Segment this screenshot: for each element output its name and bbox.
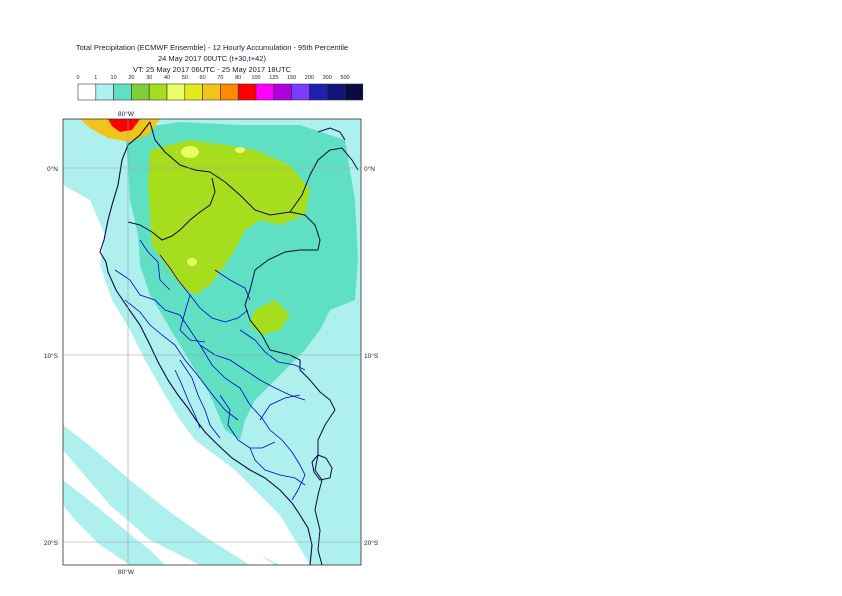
legend-tick-label: 0 bbox=[76, 75, 79, 81]
precip-heavy-patch bbox=[250, 300, 290, 335]
legend-tick-label: 150 bbox=[287, 75, 296, 81]
precip-low-ocean-band-2 bbox=[63, 480, 165, 565]
department-borders bbox=[114, 239, 306, 501]
precip-extreme-area bbox=[108, 119, 140, 132]
map-title-line1: Total Precipitation (ECMWF Ensemble) - 1… bbox=[75, 43, 349, 52]
legend-tick-label: 500 bbox=[340, 75, 349, 81]
legend-tick-label: 125 bbox=[269, 75, 278, 81]
legend-tick-label: 200 bbox=[305, 75, 314, 81]
legend-tick-label: 10 bbox=[111, 75, 117, 81]
legend-tick-label: 50 bbox=[182, 75, 188, 81]
country-border-venezuela bbox=[289, 127, 359, 213]
legend-tick-label: 40 bbox=[164, 75, 170, 81]
legend-tick-label: 30 bbox=[146, 75, 152, 81]
coastline bbox=[99, 121, 313, 565]
lat-label-right: 0°N bbox=[364, 165, 375, 173]
map-title-line2: 24 May 2017 00UTC (t+30,t+42) bbox=[158, 54, 266, 63]
precip-very-heavy-spot bbox=[235, 147, 245, 153]
lon-label-top: 80°W bbox=[118, 110, 135, 118]
lat-label-left: 10°S bbox=[44, 352, 59, 360]
legend-tick-label: 300 bbox=[323, 75, 332, 81]
lake-titicaca bbox=[311, 454, 333, 481]
legend-tick-label: 20 bbox=[128, 75, 134, 81]
dry-ocean-area bbox=[63, 185, 310, 565]
legend-tick-label: 80 bbox=[235, 75, 241, 81]
legend-tick-label: 100 bbox=[251, 75, 260, 81]
precip-very-heavy-spot bbox=[181, 146, 199, 158]
legend-tick-label: 1 bbox=[94, 75, 97, 81]
color-scale-legend: 0 1 10 20 30 40 50 60 70 80 100 125 150 200 300 500 bbox=[76, 75, 364, 101]
country-border-colombia bbox=[149, 121, 321, 251]
lat-label-left: 0°N bbox=[47, 165, 58, 173]
lat-label-right: 10°S bbox=[364, 352, 379, 360]
precip-low-ocean-band bbox=[63, 405, 280, 565]
map-title-line3: VT: 25 May 2017 06UTC - 25 May 2017 18UT… bbox=[133, 65, 291, 74]
precip-very-heavy-spot bbox=[187, 258, 197, 266]
graticule bbox=[63, 119, 361, 565]
country-border-ecuador bbox=[127, 177, 216, 241]
country-border-brazil bbox=[244, 249, 336, 411]
legend-tick-label: 70 bbox=[217, 75, 223, 81]
legend-tick-label: 60 bbox=[200, 75, 206, 81]
legend-swatch bbox=[344, 83, 364, 101]
precip-heavy-field bbox=[148, 140, 310, 295]
lon-label-bottom: 80°W bbox=[118, 568, 135, 576]
map-frame bbox=[62, 118, 362, 566]
lat-label-left: 20°S bbox=[44, 539, 59, 547]
lat-label-right: 20°S bbox=[364, 539, 379, 547]
